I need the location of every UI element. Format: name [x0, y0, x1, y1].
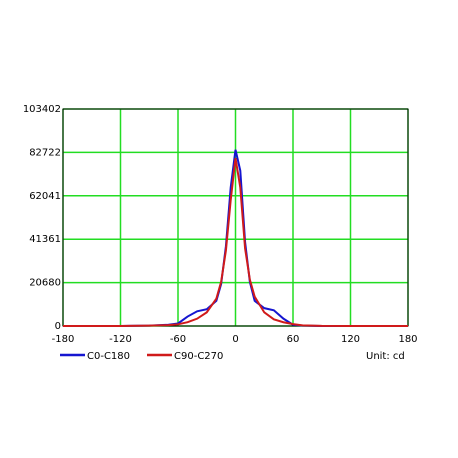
y-tick-label: 62041 — [29, 191, 61, 202]
legend-label: C90-C270 — [174, 351, 223, 362]
x-tick-label: 180 — [398, 334, 417, 345]
x-tick-label: -60 — [170, 334, 186, 345]
y-tick-label: 41361 — [29, 234, 61, 245]
x-tick-label: -120 — [109, 334, 132, 345]
x-tick-label: 0 — [232, 334, 238, 345]
unit-label: Unit: cd — [366, 351, 405, 362]
legend-label: C0-C180 — [87, 351, 130, 362]
plot-frame — [62, 108, 409, 327]
y-tick-label: 82722 — [29, 147, 61, 158]
series-line — [63, 157, 408, 327]
y-tick-label: 103402 — [23, 104, 61, 115]
x-tick-label: 60 — [287, 334, 300, 345]
y-tick-label: 20680 — [29, 278, 61, 289]
x-tick-label: 120 — [341, 334, 360, 345]
x-tick-label: -180 — [52, 334, 75, 345]
y-tick-label: 0 — [55, 321, 61, 332]
